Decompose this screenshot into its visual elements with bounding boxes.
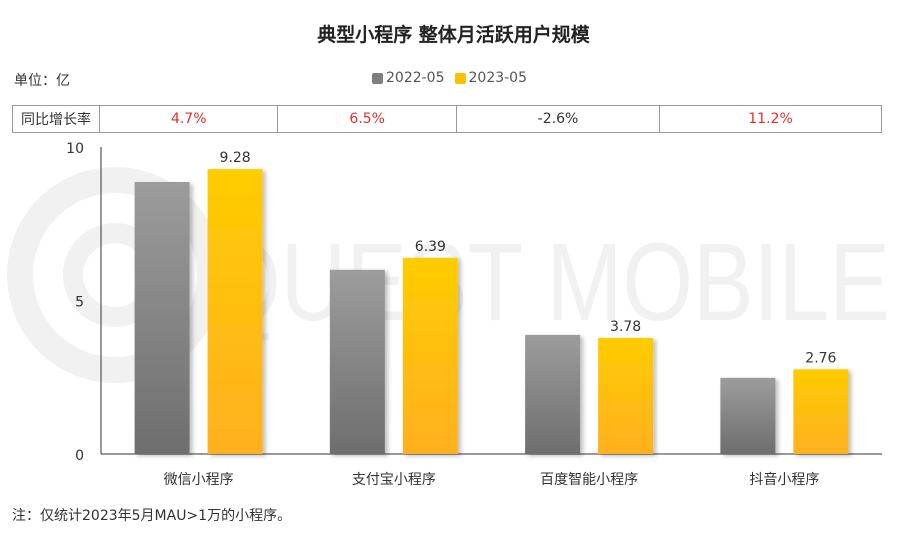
legend: 2022-05 2023-05 [372,70,533,86]
bar-2022-05-3 [720,377,776,454]
labels: 9.28 微信小程序 6.39 支付宝小程序 3.78 百度智能小程序 2.76 抖音小程序 [164,150,837,488]
growth-rate-alipay: 6.5% [277,105,457,133]
x-tick-label: 百度智能小程序 [540,472,638,488]
legend-swatch-2023 [454,72,466,84]
legend-label-2022: 2022-05 [386,70,445,86]
bar-2022-05-2 [525,334,581,454]
bar-2023-05-0 [207,169,263,454]
bar-2023-05-3 [793,369,849,454]
bar-2023-05-1 [402,257,458,454]
x-tick-label: 支付宝小程序 [352,472,436,488]
data-label: 3.78 [610,319,641,335]
growth-rate-baidu: -2.6% [455,105,661,133]
watermark-text: QUEST MOBILE [210,221,890,344]
legend-item-2023: 2023-05 [454,70,528,86]
y-tick-label: 10 [66,141,84,157]
growth-rate-wechat: 4.7% [98,105,279,133]
bar-2022-05-0 [134,181,190,455]
unit-label: 单位：亿 [14,73,70,89]
growth-rate-row: 同比增长率 4.7% 6.5% -2.6% 11.2% [12,105,882,133]
y-tick-label: 0 [75,448,84,464]
bars [134,169,849,455]
y-tick-label: 5 [75,295,84,311]
data-label: 9.28 [220,150,251,166]
bar-2023-05-2 [598,337,654,454]
footnote: 注：仅统计2023年5月MAU>1万的小程序。 [12,508,292,524]
growth-rate-douyin: 11.2% [659,105,882,133]
growth-rate-label: 同比增长率 [12,105,100,133]
x-tick-label: 抖音小程序 [749,471,819,488]
chart-title: 典型小程序 整体月活跃用户规模 [317,24,590,46]
x-tick-label: 微信小程序 [164,472,234,488]
growth-rate-table: 同比增长率 4.7% 6.5% -2.6% 11.2% [12,105,882,133]
data-label: 2.76 [805,350,836,366]
bar-chart: 0 5 10 9.28 微信小程序 6.39 支付宝小程序 3.78 百度智能小程序 2.76 抖… [66,141,882,488]
legend-swatch-2022 [372,72,383,84]
data-label: 6.39 [415,239,446,255]
legend-item-2022: 2022-05 [372,70,445,86]
legend-label-2023: 2023-05 [468,70,528,86]
bar-2022-05-1 [329,269,385,454]
